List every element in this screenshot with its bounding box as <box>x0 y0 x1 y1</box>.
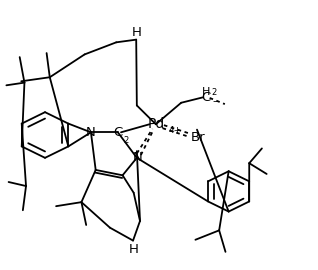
Text: N: N <box>86 126 96 139</box>
Text: Br: Br <box>190 131 205 144</box>
Text: N: N <box>133 151 142 164</box>
Text: Pd: Pd <box>147 117 164 131</box>
Text: C: C <box>113 126 122 139</box>
Text: H: H <box>129 243 139 256</box>
Text: H: H <box>132 26 142 39</box>
Text: 2: 2 <box>123 136 129 145</box>
Text: –: – <box>212 96 218 106</box>
Text: H: H <box>202 87 210 97</box>
Text: C: C <box>201 92 211 104</box>
Text: 4+: 4+ <box>169 126 182 135</box>
Text: 2: 2 <box>211 87 216 96</box>
